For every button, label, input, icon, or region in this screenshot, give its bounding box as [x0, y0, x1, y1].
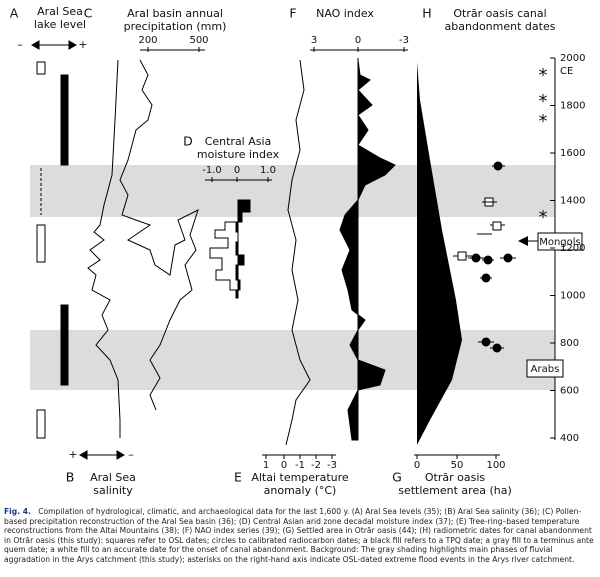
panel-letter: B [66, 470, 75, 485]
panel-letter: E [234, 470, 242, 485]
moisture-index [209, 221, 236, 291]
year-tick-label: 2000 [560, 53, 585, 64]
tick-label: 50 [451, 460, 464, 471]
tick-label: -1 [295, 460, 305, 471]
year-tick-label: 1200 [560, 243, 585, 254]
panel-letter: G [392, 470, 402, 485]
tick-label: -3 [399, 35, 409, 46]
tick-label: 0 [414, 460, 420, 471]
flood-asterisk: * [539, 65, 548, 86]
year-tick-label: 1800 [560, 101, 585, 112]
tick-label: 0 [281, 460, 287, 471]
moisture-index [235, 199, 251, 299]
annotation-box [537, 232, 583, 251]
panel-title: Altai temperature [251, 471, 349, 484]
panel-letter: A [10, 6, 19, 21]
year-tick-label: 800 [560, 338, 579, 349]
year-tick-label: 1600 [560, 148, 585, 159]
tick-label: -2 [311, 460, 321, 471]
tick-label: -3 [327, 460, 337, 471]
precipitation-curve [119, 59, 199, 411]
sign: + [78, 38, 87, 51]
arrows [30, 40, 126, 460]
tick-label: 1.0 [260, 165, 276, 176]
temperature-curve [285, 59, 311, 446]
tick-label: 100 [486, 460, 505, 471]
panel-letter: D [183, 134, 193, 149]
year-tick-label: 1000 [560, 291, 585, 302]
annotation: Arabs [531, 364, 560, 375]
panel-title: precipitation (mm) [124, 20, 227, 33]
panel-title: lake level [34, 18, 86, 31]
tick-label: 3 [311, 35, 317, 46]
aggradation-band [30, 165, 555, 217]
annotation: Mongols [539, 237, 581, 248]
panel-title: Aral Sea [37, 5, 83, 18]
sign: – [128, 448, 134, 461]
year-tick-label: 1400 [560, 196, 585, 207]
tick-label: 200 [138, 35, 157, 46]
panel-title: Aral basin annual [127, 7, 223, 20]
year-tick-label: 600 [560, 386, 579, 397]
panel-title: moisture index [197, 148, 280, 161]
panel-title: Otrār oasis canal [453, 7, 546, 20]
caption: Fig. 4. Compilation of hydrological, cli… [4, 507, 596, 565]
panel-title: salinity [93, 484, 133, 497]
nao-curve [339, 59, 396, 441]
caption-label: Fig. 4. [4, 507, 31, 516]
panel-title: anomaly (°C) [264, 484, 337, 497]
flood-asterisk: * [539, 111, 548, 132]
panel-title: Aral Sea [90, 471, 136, 484]
caption-text: Compilation of hydrological, climatic, a… [4, 507, 594, 564]
panel-letter: F [289, 6, 296, 21]
lake-level-bars [36, 61, 69, 439]
tick-label: 0 [355, 35, 361, 46]
aggradation-band [30, 330, 555, 390]
tick-label: 500 [189, 35, 208, 46]
sign: + [68, 448, 77, 461]
year-unit: CE [560, 66, 573, 77]
date-markers [453, 161, 516, 353]
panel-letter: H [422, 6, 431, 21]
panel-title: settlement area (ha) [398, 484, 512, 497]
salinity-curve [87, 59, 121, 438]
arrow [518, 236, 528, 246]
panel-title: Central Asia [205, 135, 272, 148]
year-tick-label: 400 [560, 433, 579, 444]
flood-asterisk: * [539, 91, 548, 112]
tick-label: 1 [263, 460, 269, 471]
tick-label: -1.0 [202, 165, 222, 176]
panel-title: Otrār oasis [425, 471, 486, 484]
tick-label: 0 [234, 165, 240, 176]
panel-letter: C [84, 6, 93, 21]
annotation-box [526, 359, 564, 378]
settlement-area [417, 62, 462, 445]
panel-title: abandonment dates [445, 20, 556, 33]
sign: – [17, 38, 23, 51]
panel-title: NAO index [316, 7, 374, 20]
flood-asterisk: * [539, 207, 548, 228]
